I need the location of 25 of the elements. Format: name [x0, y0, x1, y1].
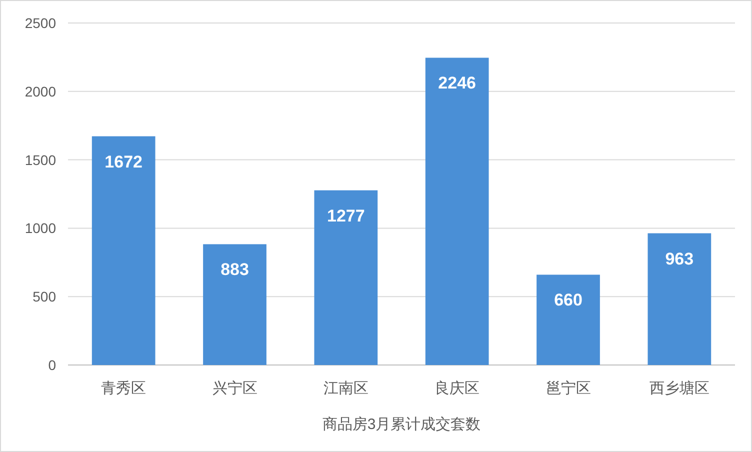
data-label: 963 [665, 249, 694, 268]
x-tick-label: 邕宁区 [546, 380, 591, 397]
data-label: 1672 [104, 152, 142, 172]
x-tick-label: 兴宁区 [212, 380, 258, 397]
y-tick-label: 0 [48, 357, 56, 373]
y-tick-label: 1000 [24, 220, 56, 236]
bar [536, 274, 600, 365]
x-tick-label: 良庆区 [434, 380, 480, 397]
y-tick-label: 2000 [24, 83, 56, 100]
data-label: 1277 [327, 206, 365, 226]
x-tick-label: 江南区 [323, 380, 368, 397]
data-label: 660 [554, 290, 582, 310]
y-tick-label: 2500 [24, 15, 56, 31]
bar [425, 58, 489, 365]
bar [314, 190, 378, 365]
x-tick-label: 西乡塘区 [649, 380, 710, 397]
data-label: 883 [220, 260, 249, 280]
bar [203, 244, 266, 365]
y-tick-label: 1500 [24, 152, 56, 168]
bar [92, 136, 156, 365]
bar [648, 233, 712, 365]
y-tick-label: 500 [32, 288, 56, 305]
x-axis-title: 商品房3月累计成交套数 [322, 416, 481, 433]
x-tick-label: 青秀区 [101, 380, 146, 397]
data-label: 2246 [438, 74, 476, 93]
